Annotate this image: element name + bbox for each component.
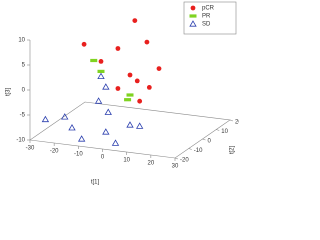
- y-tick: [202, 138, 206, 141]
- point: [90, 58, 98, 63]
- z-tick-label: 10: [18, 38, 25, 44]
- x-tick-label: 10: [123, 158, 130, 164]
- x-axis-label: t[1]: [91, 180, 100, 186]
- point: [97, 72, 105, 79]
- legend: pCR PR SD: [183, 1, 237, 35]
- z-tick-label: -10: [16, 138, 25, 144]
- point: [126, 121, 134, 128]
- z-tick-label: 0: [22, 88, 26, 94]
- y-tick: [174, 157, 179, 160]
- point: [146, 85, 152, 90]
- point: [135, 122, 144, 129]
- y-tick-label: -10: [194, 148, 203, 154]
- point: [77, 135, 86, 142]
- legend-label: PR: [202, 14, 211, 20]
- chart: t[1] t[2] t[3] -30 -20 -10 0 10 20 30-20-10010…: [6, 1, 239, 186]
- legend-marker: [190, 5, 196, 11]
- point: [94, 97, 103, 104]
- x-tick-label: -10: [74, 152, 83, 158]
- legend-label: pCR: [202, 6, 215, 12]
- y-tick-label: 0: [208, 139, 212, 145]
- point: [124, 98, 132, 102]
- point: [41, 115, 50, 123]
- z-tick-label: -5: [20, 113, 26, 119]
- point: [68, 123, 76, 131]
- point: [111, 139, 120, 146]
- x-tick-label: 0: [101, 155, 105, 161]
- x-tick-label: -30: [26, 146, 35, 152]
- y-tick-label: 10: [221, 129, 228, 135]
- point: [98, 59, 104, 64]
- point: [115, 86, 121, 91]
- point: [134, 78, 140, 84]
- point: [104, 108, 112, 115]
- point: [132, 18, 138, 23]
- y-tick: [216, 129, 220, 131]
- y-tick-label: -20: [180, 158, 189, 164]
- point: [115, 46, 121, 51]
- y-tick-label: 20: [235, 120, 239, 126]
- y-tick: [188, 148, 192, 150]
- point: [97, 69, 105, 73]
- point: [127, 72, 133, 78]
- z-tick-label: 5: [22, 63, 26, 69]
- point: [61, 113, 69, 120]
- legend-label: SD: [202, 22, 211, 28]
- y-axis-label: t[2]: [230, 146, 236, 155]
- point: [81, 41, 87, 47]
- point: [102, 83, 110, 90]
- legend-marker: [189, 20, 197, 27]
- point: [156, 66, 162, 71]
- point: [137, 98, 143, 104]
- x-tick-label: -20: [50, 149, 59, 155]
- x-tick-label: 20: [147, 161, 154, 167]
- legend-marker: [189, 14, 197, 18]
- point: [126, 93, 134, 97]
- point: [102, 128, 110, 135]
- y-tick: [229, 119, 234, 122]
- x-tick-label: 30: [172, 164, 179, 170]
- z-axis-label: t[3]: [6, 88, 12, 97]
- point: [144, 39, 150, 45]
